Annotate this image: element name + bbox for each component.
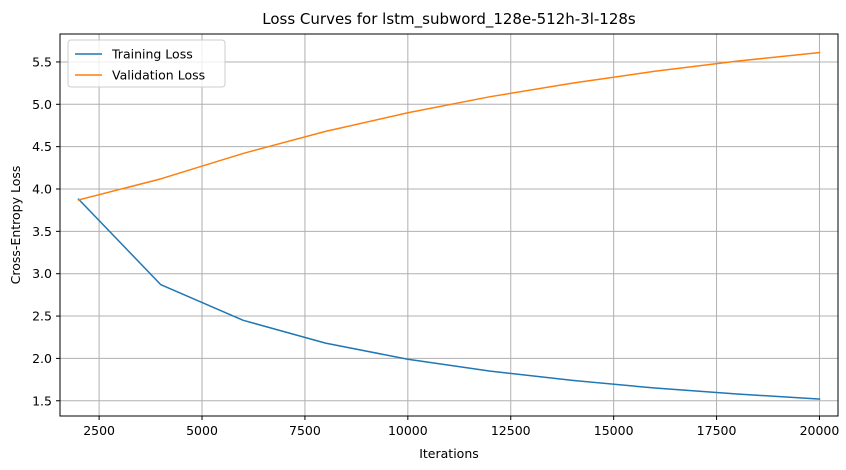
y-tick-label: 2.5 [32,309,52,324]
legend-box [67,39,226,88]
series-layer [77,51,821,400]
x-tick-label: 15000 [594,423,634,438]
y-tick-label: 4.0 [32,182,52,197]
x-tick-label: 2500 [83,423,115,438]
y-tick-label: 3.0 [32,266,52,281]
series-line-training-loss [77,198,821,400]
y-tick-label: 1.5 [32,393,52,408]
x-tick-label: 10000 [388,423,428,438]
y-tick-label: 5.5 [32,54,52,69]
x-tick-label: 5000 [186,423,218,438]
ticks: 2500 5000 7500 10000 12500 15000 17500 20000 1.5… [32,54,839,438]
y-axis-label: Cross-Entropy Loss [8,166,23,285]
legend: Training Loss Validation Loss [67,39,226,88]
x-tick-label: 20000 [800,423,840,438]
plot-frame [59,33,839,417]
legend-label: Validation Loss [112,68,205,83]
chart-title: Loss Curves for lstm_subword_128e-512h-3… [262,10,636,29]
series-line-validation-loss [77,51,821,201]
y-tick-label: 2.0 [32,351,52,366]
x-axis-label: Iterations [419,446,479,461]
x-tick-label: 12500 [491,423,531,438]
x-tick-label: 7500 [289,423,321,438]
grid [60,34,838,416]
y-tick-label: 4.5 [32,139,52,154]
x-tick-label: 17500 [697,423,737,438]
y-tick-label: 5.0 [32,97,52,112]
y-tick-label: 3.5 [32,224,52,239]
legend-label: Training Loss [111,47,193,62]
